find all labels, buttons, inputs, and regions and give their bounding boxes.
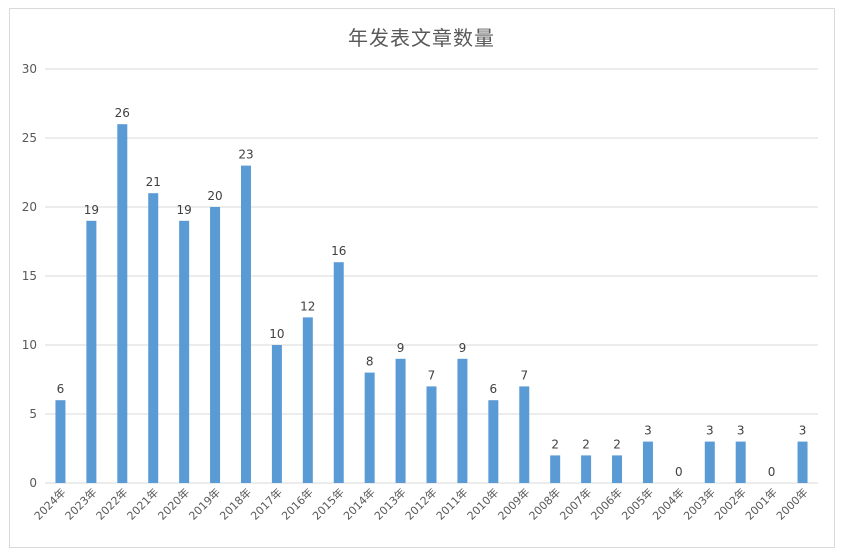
bar [333, 262, 344, 483]
bar [612, 455, 623, 483]
bar [488, 400, 499, 483]
x-tick-label: 2006年 [588, 485, 625, 522]
y-tick-label: 30 [22, 62, 37, 76]
x-tick-label: 2009年 [495, 485, 532, 522]
bar [240, 165, 251, 483]
bar [271, 345, 282, 483]
x-tick-label: 2013年 [371, 485, 408, 522]
y-tick-label: 0 [29, 476, 37, 490]
bar [210, 207, 221, 483]
x-tick-label: 2017年 [248, 485, 285, 522]
data-label: 6 [57, 382, 65, 396]
x-tick-label: 2003年 [680, 485, 717, 522]
x-tick-label: 2004年 [650, 485, 687, 522]
data-label: 3 [799, 424, 807, 438]
x-tick-label: 2019年 [186, 485, 223, 522]
x-tick-label: 2024年 [31, 485, 68, 522]
data-label: 23 [238, 148, 253, 162]
y-tick-label: 15 [22, 269, 37, 283]
bar [148, 193, 159, 483]
y-tick-label: 5 [29, 407, 37, 421]
data-label: 12 [300, 299, 315, 313]
x-tick-label: 2005年 [619, 485, 656, 522]
data-label: 2 [551, 437, 559, 451]
x-tick-label: 2016年 [278, 485, 315, 522]
bar [797, 441, 808, 483]
bar [86, 220, 97, 484]
bar [735, 441, 746, 483]
bar [117, 124, 128, 483]
x-tick-label: 2023年 [62, 485, 99, 522]
bar [179, 220, 190, 484]
x-tick-label: 2001年 [742, 485, 779, 522]
data-label: 3 [644, 424, 652, 438]
x-tick-label: 2022年 [93, 485, 130, 522]
data-label: 0 [768, 465, 776, 479]
data-label: 20 [207, 189, 222, 203]
data-label: 3 [737, 424, 745, 438]
data-label: 6 [490, 382, 498, 396]
bar [302, 317, 313, 483]
bar [642, 441, 653, 483]
bar [364, 372, 375, 483]
data-label: 16 [331, 244, 346, 258]
x-tick-label: 2021年 [124, 485, 161, 522]
x-tick-label: 2018年 [217, 485, 254, 522]
bar [395, 358, 406, 483]
chart-frame [9, 8, 835, 548]
data-label: 26 [115, 106, 130, 120]
bar [426, 386, 437, 483]
chart-title: 年发表文章数量 [348, 26, 495, 50]
bar [550, 455, 561, 483]
data-label: 9 [459, 341, 467, 355]
x-tick-label: 2011年 [433, 485, 470, 522]
x-tick-label: 2014年 [340, 485, 377, 522]
data-label: 19 [84, 203, 99, 217]
data-label: 3 [706, 424, 714, 438]
x-tick-label: 2010年 [464, 485, 501, 522]
y-tick-label: 25 [22, 131, 37, 145]
x-tick-label: 2008年 [526, 485, 563, 522]
x-tick-label: 2000年 [773, 485, 810, 522]
y-tick-label: 20 [22, 200, 37, 214]
data-label: 7 [520, 368, 528, 382]
x-tick-label: 2020年 [155, 485, 192, 522]
x-tick-label: 2002年 [711, 485, 748, 522]
bar [55, 400, 66, 483]
data-label: 0 [675, 465, 683, 479]
data-label: 8 [366, 355, 374, 369]
x-tick-label: 2007年 [557, 485, 594, 522]
data-label: 2 [613, 437, 621, 451]
data-label: 7 [428, 368, 436, 382]
data-label: 21 [146, 175, 161, 189]
bar [457, 358, 468, 483]
bar [704, 441, 715, 483]
bar [581, 455, 592, 483]
data-label: 9 [397, 341, 405, 355]
x-tick-label: 2012年 [402, 485, 439, 522]
data-label: 10 [269, 327, 284, 341]
data-label: 2 [582, 437, 590, 451]
bar [519, 386, 530, 483]
y-tick-label: 10 [22, 338, 37, 352]
data-label: 19 [176, 203, 191, 217]
x-tick-label: 2015年 [309, 485, 346, 522]
